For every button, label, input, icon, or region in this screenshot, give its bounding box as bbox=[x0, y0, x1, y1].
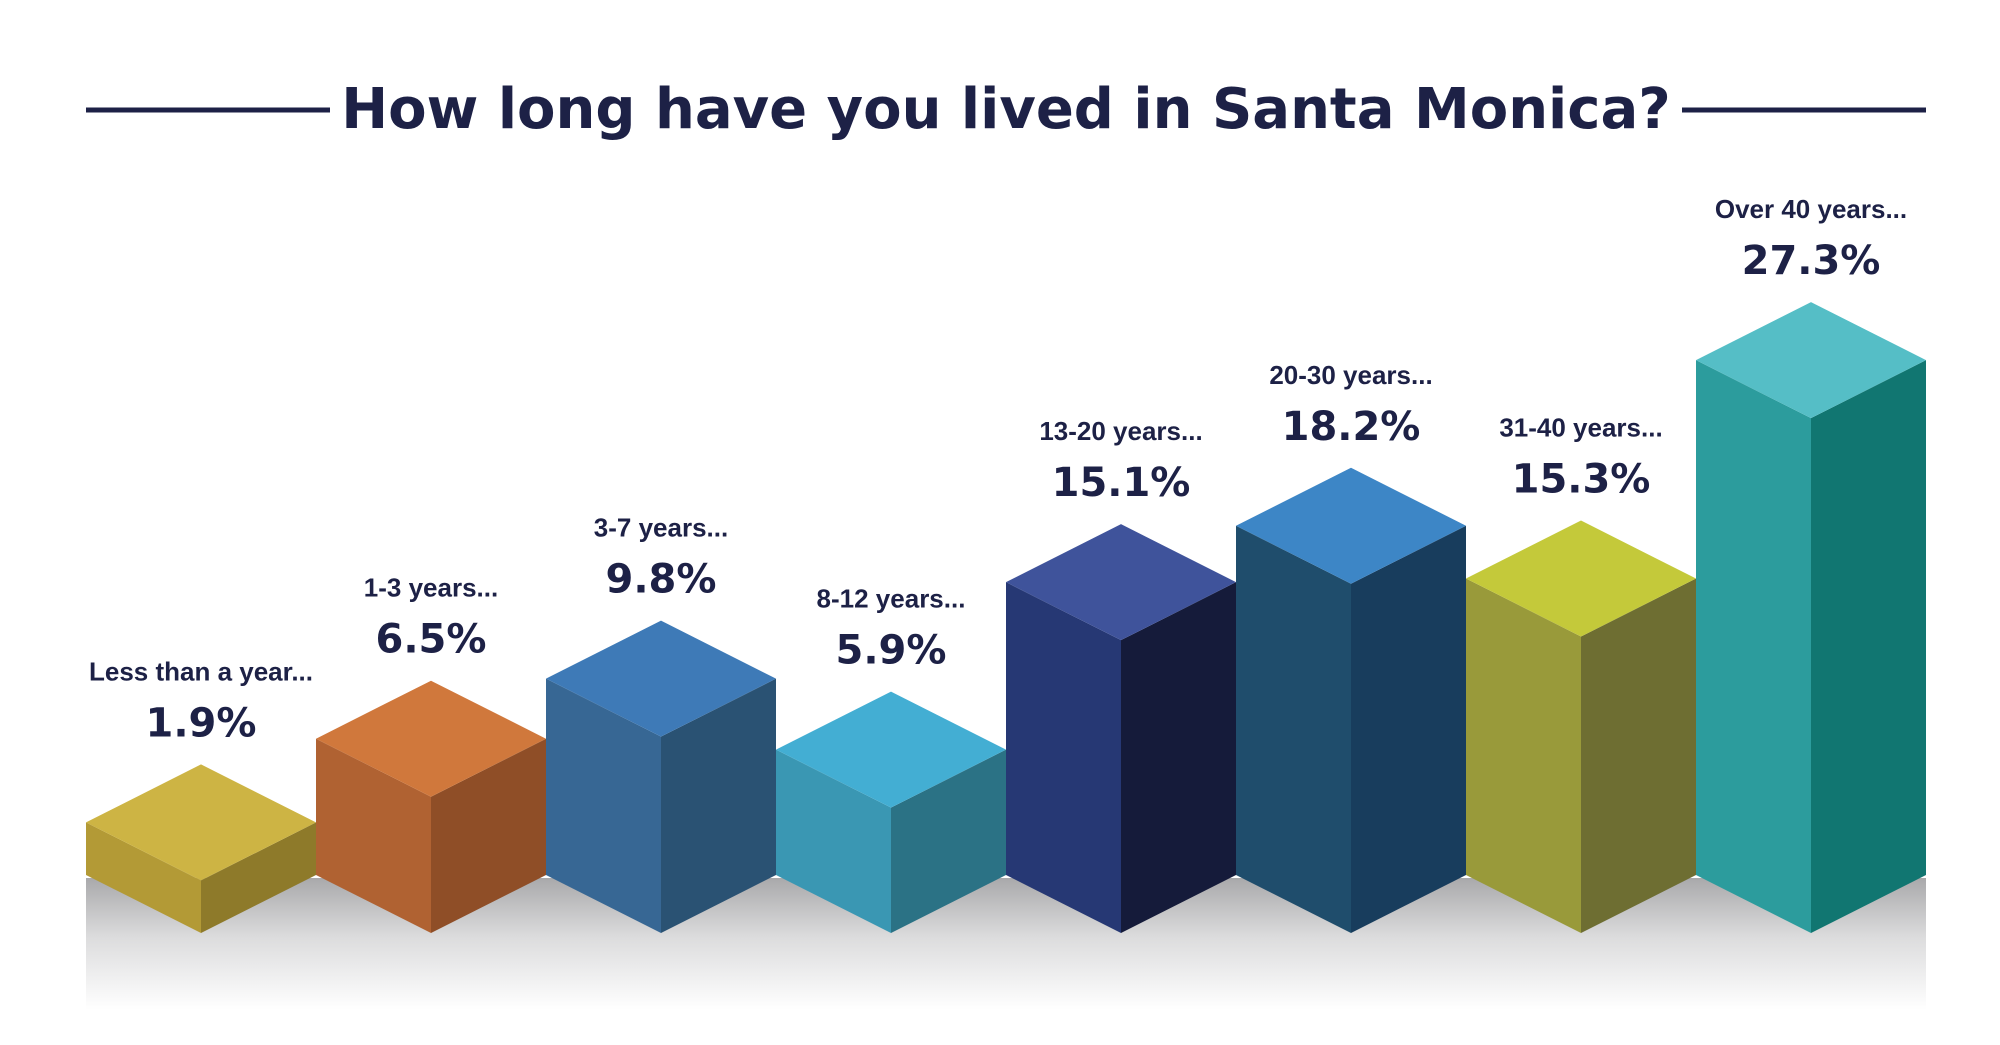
bar-right-face bbox=[1811, 360, 1926, 933]
bars-group bbox=[86, 302, 1926, 933]
value-label: 9.8% bbox=[606, 557, 717, 603]
value-label: 5.9% bbox=[836, 628, 947, 674]
value-label: 6.5% bbox=[376, 617, 487, 663]
category-label: 13-20 years... bbox=[1039, 416, 1202, 446]
bar-7 bbox=[1696, 302, 1926, 933]
bar-top-face bbox=[316, 680, 546, 797]
labels-group: 1.9% Less than a year... 6.5% 1-3 years... 9… bbox=[89, 194, 1907, 746]
bar-left-face bbox=[1006, 582, 1121, 933]
chart-title: How long have you lived in Santa Monica? bbox=[341, 77, 1670, 142]
bar-left-face bbox=[86, 822, 201, 933]
bar-top-face bbox=[1696, 302, 1926, 419]
bar-top-face bbox=[1466, 520, 1696, 637]
bar-top-face bbox=[776, 691, 1006, 808]
bar-right-face bbox=[661, 678, 776, 933]
bar-top-face bbox=[86, 764, 316, 881]
category-label: 3-7 years... bbox=[594, 513, 728, 543]
bar-right-face bbox=[431, 738, 546, 933]
category-label: 8-12 years... bbox=[817, 584, 966, 614]
category-label: 1-3 years... bbox=[364, 573, 498, 603]
bar-right-face bbox=[1581, 578, 1696, 933]
bar-left-face bbox=[1466, 578, 1581, 933]
bar-right-face bbox=[1351, 525, 1466, 933]
bar-top-face bbox=[1006, 524, 1236, 641]
bar-left-face bbox=[1236, 525, 1351, 933]
bar-5 bbox=[1236, 467, 1466, 933]
value-label: 15.1% bbox=[1052, 460, 1191, 506]
bar-3 bbox=[776, 691, 1006, 933]
category-label: Less than a year... bbox=[89, 656, 313, 686]
bar-right-face bbox=[201, 822, 316, 933]
bar-4 bbox=[1006, 524, 1236, 933]
bar-left-face bbox=[316, 738, 431, 933]
bar-top-face bbox=[1236, 467, 1466, 584]
category-label: 20-30 years... bbox=[1269, 360, 1432, 390]
value-label: 18.2% bbox=[1282, 404, 1421, 450]
bar-6 bbox=[1466, 520, 1696, 933]
bar-right-face bbox=[891, 749, 1006, 933]
bar-0 bbox=[86, 764, 316, 933]
value-label: 15.3% bbox=[1512, 457, 1651, 503]
category-label: Over 40 years... bbox=[1715, 194, 1907, 224]
bar-left-face bbox=[776, 749, 891, 933]
value-label: 1.9% bbox=[146, 700, 257, 746]
bar-top-face bbox=[546, 620, 776, 737]
value-label: 27.3% bbox=[1742, 238, 1881, 284]
bar-left-face bbox=[546, 678, 661, 933]
category-label: 31-40 years... bbox=[1499, 413, 1662, 443]
bar-2 bbox=[546, 620, 776, 933]
bar-left-face bbox=[1696, 360, 1811, 933]
bar-right-face bbox=[1121, 582, 1236, 933]
bar-1 bbox=[316, 680, 546, 933]
